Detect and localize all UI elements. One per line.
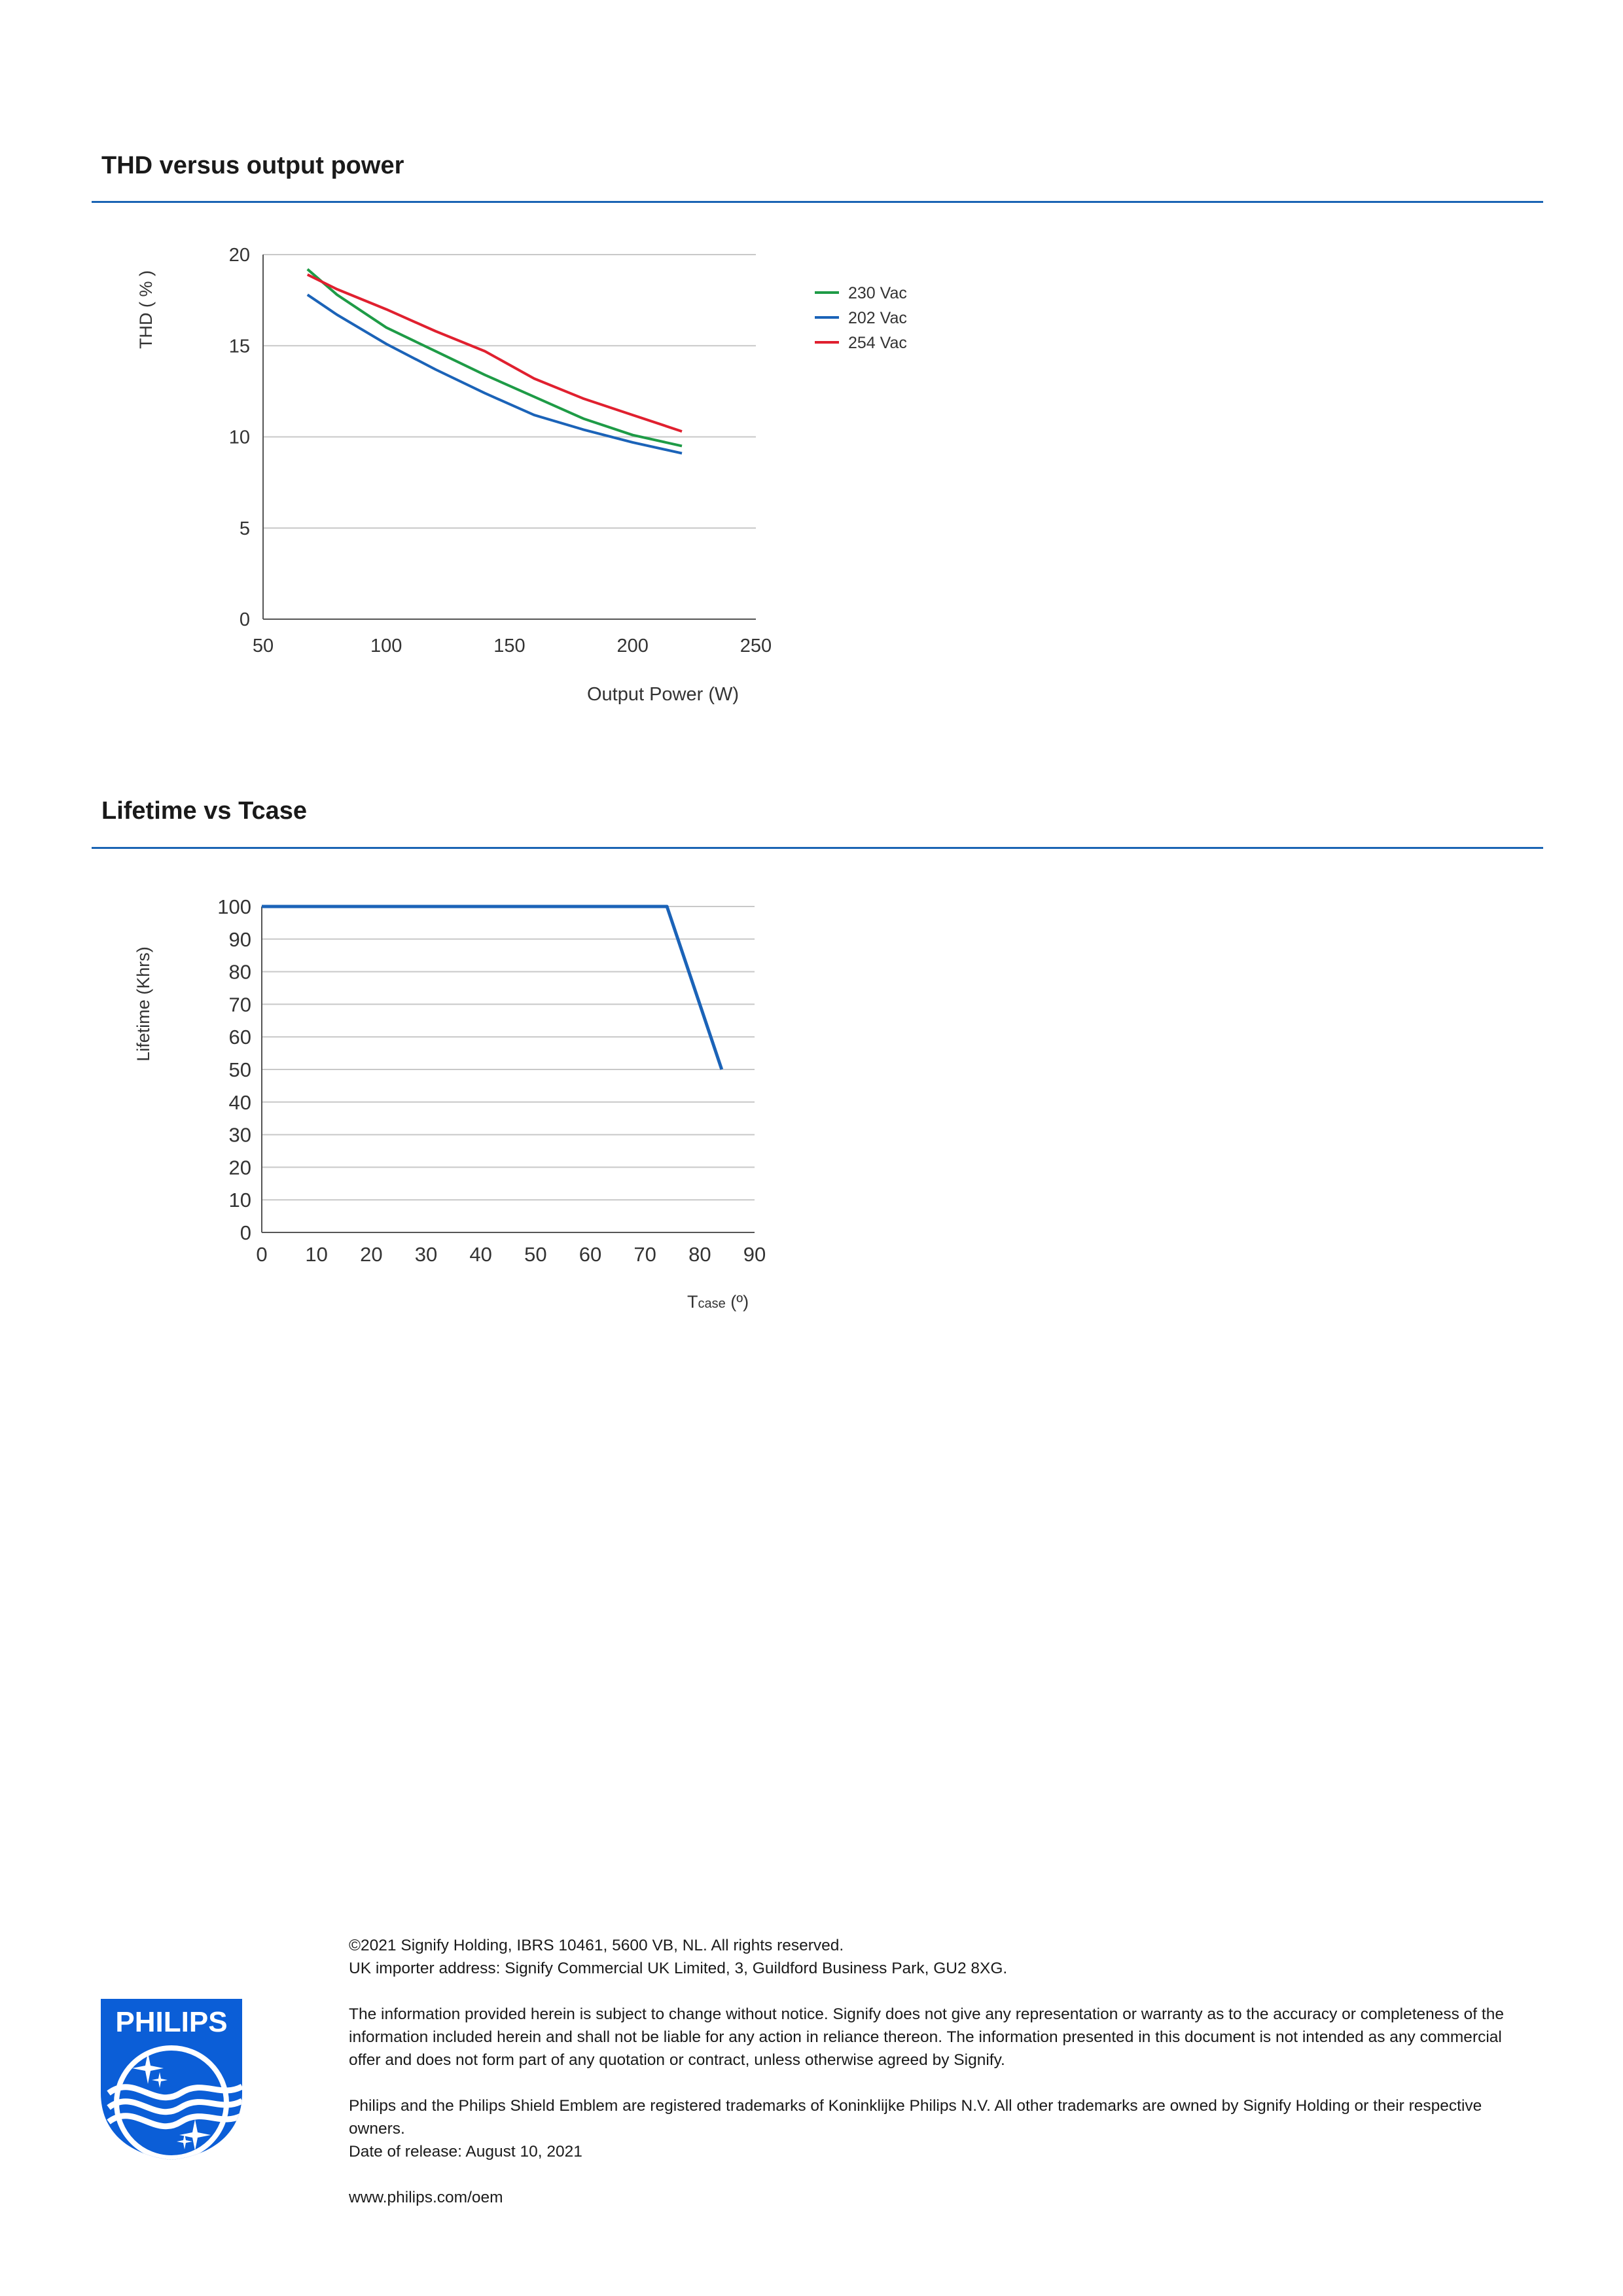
x-tick-label: 50: [253, 636, 274, 656]
x-tick-label: 0: [256, 1243, 267, 1266]
legend-label: 254 Vac: [848, 334, 907, 352]
x-tick-label: 70: [633, 1243, 656, 1266]
x-tick-label: 50: [524, 1243, 546, 1266]
footer-trademarks: Philips and the Philips Shield Emblem ar…: [349, 2097, 1482, 2138]
philips-wordmark: PHILIPS: [115, 2006, 227, 2038]
thd-section-divider: [92, 201, 1543, 203]
y-axis-label: THD ( % ): [136, 270, 156, 349]
y-tick-label: 40: [229, 1091, 251, 1114]
y-tick-label: 90: [229, 928, 251, 951]
y-tick-label: 0: [240, 609, 250, 630]
lifetime-line: [262, 905, 724, 1070]
y-tick-label: 80: [229, 961, 251, 984]
lifetime-section-title: Lifetime vs Tcase: [101, 797, 308, 825]
x-tick-label: 100: [370, 636, 402, 656]
y-tick-label: 10: [229, 427, 250, 448]
y-axis-label: Lifetime (Khrs): [134, 946, 153, 1062]
x-axis-label: Output Power (W): [587, 684, 739, 705]
thd-chart: 0 5 10 15 20 50 100 150 200 250 Output Power (W) TH…: [136, 245, 907, 705]
y-tick-label: 50: [229, 1058, 251, 1081]
legend-label: 230 Vac: [848, 284, 907, 302]
thd-section-title: THD versus output power: [101, 152, 404, 179]
footer-copyright: ©2021 Signify Holding, IBRS 10461, 5600 …: [349, 1937, 844, 1954]
y-tick-label: 60: [229, 1026, 251, 1049]
y-tick-label: 70: [229, 993, 251, 1016]
x-tick-label: 80: [688, 1243, 711, 1266]
footer-website: www.philips.com/oem: [349, 2189, 503, 2206]
series-line: [306, 293, 683, 455]
x-tick-label: 10: [305, 1243, 327, 1266]
x-tick-label: 40: [469, 1243, 491, 1266]
footer-release-date: Date of release: August 10, 2021: [349, 2143, 582, 2161]
x-tick-label: 250: [740, 636, 772, 656]
x-tick-label: 150: [493, 636, 525, 656]
x-tick-label: 30: [415, 1243, 437, 1266]
y-tick-label: 15: [229, 336, 250, 357]
series-line: [306, 268, 683, 448]
series-line: [306, 273, 683, 433]
lifetime-chart: 0 10 20 30 40 50 60 70 80 90 100 0 10 20 30 40 50 60 70 80 9…: [134, 895, 766, 1312]
footer-importer: UK importer address: Signify Commercial …: [349, 1960, 1008, 1977]
y-tick-label: 5: [240, 518, 250, 539]
x-tick-label: 20: [360, 1243, 382, 1266]
y-tick-label: 10: [229, 1189, 251, 1211]
x-tick-label: 90: [743, 1243, 766, 1266]
y-tick-label: 100: [217, 895, 251, 918]
legend-label: 202 Vac: [848, 309, 907, 327]
lifetime-section-divider: [92, 847, 1543, 849]
y-tick-label: 0: [240, 1221, 251, 1244]
y-tick-label: 30: [229, 1124, 251, 1147]
x-tick-label: 60: [579, 1243, 601, 1266]
philips-logo: PHILIPS: [96, 1995, 247, 2166]
footer-disclaimer: The information provided herein is subje…: [349, 2005, 1504, 2069]
y-tick-label: 20: [229, 245, 250, 266]
x-axis-label: Tcase (º): [687, 1292, 749, 1312]
footer: ©2021 Signify Holding, IBRS 10461, 5600 …: [349, 1934, 1533, 2209]
x-tick-label: 200: [617, 636, 649, 656]
y-tick-label: 20: [229, 1156, 251, 1179]
